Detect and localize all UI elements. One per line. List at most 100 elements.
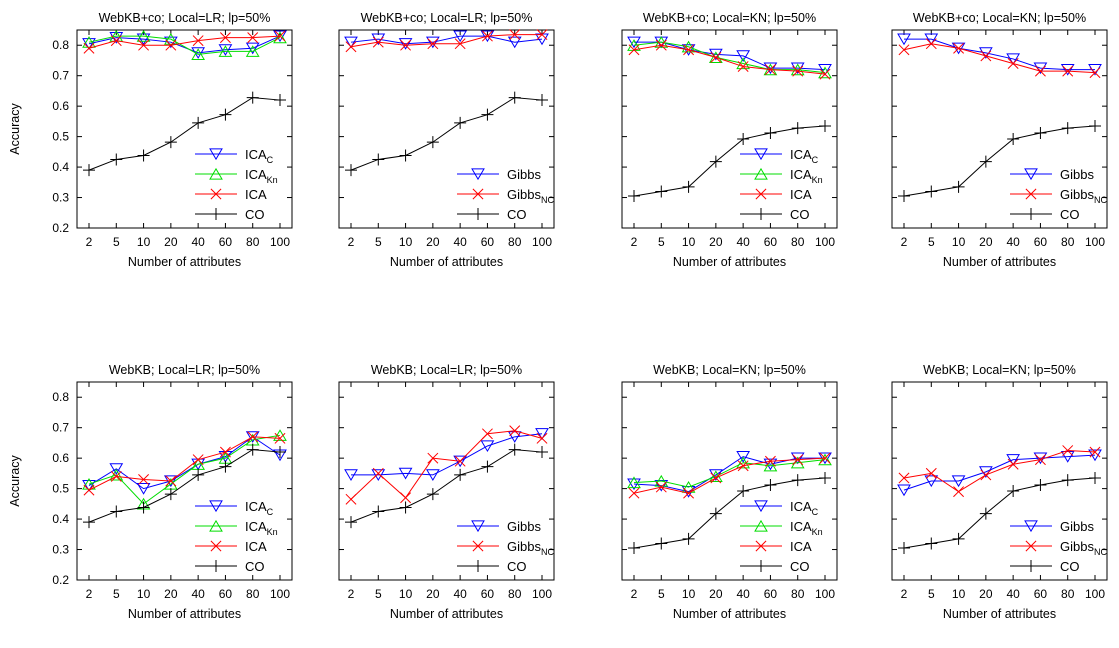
data-point [627,476,641,489]
data-point [509,425,521,437]
data-point [136,33,151,46]
data-point [925,537,938,550]
data-point [654,474,669,487]
data-point [763,459,778,472]
data-point [83,164,95,177]
chart-title: WebKB+co; Local=LR; lp=50% [361,11,533,25]
legend-marker [1025,540,1037,552]
chart-panel: WebKB+co; Local=LR; lp=50% 2 5 10 20 40 60 80 10… [338,11,555,269]
legend-label: Gibbs [507,519,541,534]
legend-label: ICAKn [245,519,278,537]
x-tick-label: 40 [453,235,467,249]
x-tick-label: 20 [979,235,993,249]
series-line [633,41,826,74]
legend-marker [472,188,484,200]
legend-marker [210,208,222,220]
x-axis-label: Number of attributes [390,607,503,621]
data-point [709,155,722,168]
series-ica [628,452,831,499]
data-point [399,149,412,162]
x-tick-label: 2 [901,587,908,601]
data-point [655,537,668,550]
x-tick-label: 40 [736,235,750,249]
data-point [82,36,96,48]
legend-marker [210,560,222,572]
data-point [1034,454,1046,466]
legend-label-subscript: C [267,507,274,517]
chart-panel: WebKB+co; Local=KN; lp=50% 2 5 10 20 40 60 80 10… [891,11,1108,269]
data-point [925,38,937,50]
data-point [791,474,804,487]
legend: ICAC ICAKn ICA CO [195,147,278,222]
data-point [398,38,413,50]
x-tick-label: 100 [532,587,552,601]
data-point [247,431,259,443]
y-tick-label: 0.3 [52,191,69,205]
data-point [979,507,992,520]
x-tick-label: 2 [86,587,93,601]
x-tick-label: 100 [1085,235,1105,249]
x-tick-label: 60 [764,235,778,249]
series-gibbs-nc [898,38,1101,79]
legend: Gibbs GibbsNC CO [457,519,554,574]
plot-frame [338,381,555,581]
data-point [371,469,386,481]
legend-label: CO [507,559,527,574]
chart-title: WebKB+co; Local=KN; lp=50% [643,11,816,25]
data-point [792,65,804,77]
data-point [274,30,286,42]
data-point [508,91,521,104]
legend-marker [472,208,484,220]
series-line [88,97,281,171]
y-tick-label: 0.4 [52,160,69,174]
data-point [790,452,805,465]
data-point [683,44,695,56]
series-line [88,449,281,523]
legend-marker [755,188,767,200]
data-point [897,33,911,46]
data-point [481,460,494,473]
series-ica [83,431,286,496]
data-point [818,66,832,79]
data-point [536,94,548,107]
data-point [627,478,641,491]
x-tick-label: 60 [1034,587,1048,601]
legend-label: ICAC [245,499,274,517]
x-tick-label: 80 [791,235,805,249]
x-tick-label: 20 [164,587,178,601]
legend-label: Gibbs [1060,167,1094,182]
chart-title: WebKB; Local=KN; lp=50% [653,363,806,377]
legend-marker [472,540,484,552]
legend-label: ICAKn [790,519,823,537]
data-point [219,446,231,458]
x-tick-label: 60 [764,587,778,601]
x-tick-label: 5 [113,587,120,601]
data-point [273,31,287,44]
data-point [764,478,777,491]
plot-frame [891,381,1108,581]
plot-frame [76,29,293,229]
data-point [425,469,440,481]
data-point [953,486,965,498]
data-point [83,484,95,496]
data-point [509,29,521,41]
series-line [904,38,1095,71]
data-point [192,468,205,481]
series-line [88,436,281,491]
series-co [898,119,1101,203]
data-point [763,62,778,75]
legend-label: ICA [790,187,812,202]
data-point [136,483,151,495]
x-tick-label: 5 [113,235,120,249]
data-point [508,443,521,456]
legend-label: GibbsNC [507,539,554,557]
legend-marker [755,208,767,220]
x-axis-label: Number of attributes [128,607,241,621]
plot-frame [621,381,838,581]
legend-label: Gibbs [507,167,541,182]
data-point [1034,478,1047,491]
data-point [1007,133,1020,146]
series-line [903,454,1096,491]
legend-label-subscript: C [812,155,819,165]
plot-frame [891,29,1108,229]
